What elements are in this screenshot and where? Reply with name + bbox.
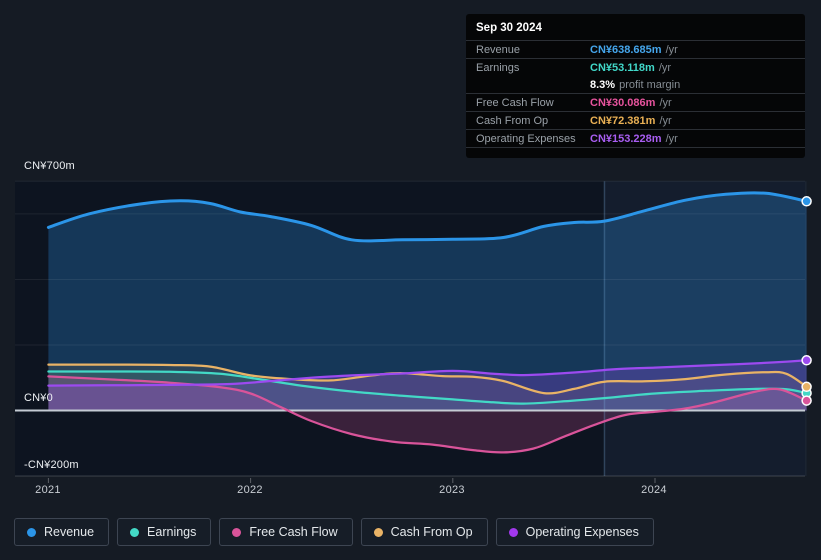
tooltip-suffix: /yr (659, 96, 672, 109)
highlight-band (604, 181, 807, 476)
free-cash-flow-series-dot-icon (232, 527, 242, 537)
legend-label: Revenue (44, 525, 95, 539)
legend-item-free-cash-flow[interactable]: Free Cash Flow (219, 518, 353, 546)
legend-item-operating-expenses[interactable]: Operating Expenses (495, 518, 654, 546)
tooltip-value: CN¥72.381m (590, 114, 656, 127)
plot-background (15, 181, 805, 476)
line-operating-expenses (47, 359, 808, 387)
line-cash-from-op (47, 363, 808, 395)
legend-item-cash-from-op[interactable]: Cash From Op (360, 518, 488, 546)
tooltip-label: Earnings (476, 61, 520, 74)
x-axis-label-2022: 2022 (237, 484, 263, 496)
tooltip-row-revenue: Revenue CN¥638.685m /yr (466, 41, 805, 59)
revenue-series-dot-icon (27, 527, 36, 537)
legend-label: Free Cash Flow (249, 525, 338, 539)
tooltip-value: CN¥153.228m (590, 132, 662, 145)
cash-from-op-series-dot-icon (373, 527, 383, 537)
tooltip-value: 8.3% (590, 78, 616, 91)
end-dot-free-cash-flow (801, 395, 812, 406)
y-axis-label-zero: CN¥0 (24, 392, 53, 404)
chart-legend: Revenue Earnings Free Cash Flow Cash Fro… (14, 518, 654, 546)
tooltip-value: CN¥53.118m (590, 61, 655, 74)
y-axis-label-neg200m: -CN¥200m (24, 459, 79, 471)
legend-item-revenue[interactable]: Revenue (14, 518, 110, 546)
tooltip-row-cash-from-op: Cash From Op CN¥72.381m /yr (466, 112, 805, 130)
tooltip-suffix: profit margin (619, 78, 681, 91)
tooltip-label: Free Cash Flow (476, 96, 554, 109)
legend-label: Operating Expenses (525, 525, 639, 539)
tooltip-label: Operating Expenses (476, 132, 576, 145)
tooltip-suffix: /yr (665, 43, 678, 56)
operating-expenses-series-dot-icon (508, 527, 518, 537)
end-dot-revenue (801, 196, 812, 207)
line-revenue (46, 191, 809, 243)
tooltip-suffix: /yr (658, 61, 672, 74)
area-free-cash-flow (48, 376, 807, 453)
tooltip-row-operating-expenses: Operating Expenses CN¥153.228m /yr (466, 130, 805, 148)
tooltip-date: Sep 30 2024 (466, 14, 805, 41)
area-earnings (48, 371, 807, 411)
legend-label: Earnings (147, 525, 197, 539)
line-earnings (47, 370, 808, 405)
earnings-series-dot-icon (130, 527, 140, 537)
legend-item-earnings[interactable]: Earnings (117, 518, 212, 546)
tooltip-value: CN¥30.086m (590, 96, 656, 109)
x-axis-label-2023: 2023 (439, 484, 465, 496)
legend-label: Cash From Op (390, 525, 473, 539)
x-axis-label-2021: 2021 (35, 484, 61, 496)
end-dot-cash-from-op (801, 381, 812, 393)
chart-tooltip: Sep 30 2024 Revenue CN¥638.685m /yr Earn… (466, 14, 805, 158)
y-axis-label-700m: CN¥700m (24, 160, 75, 172)
tooltip-row-free-cash-flow: Free Cash Flow CN¥30.086m /yr (466, 94, 805, 112)
tooltip-value: CN¥638.685m (590, 43, 662, 56)
tooltip-suffix: /yr (659, 114, 672, 127)
x-axis-label-2024: 2024 (641, 484, 667, 496)
tooltip-row-earnings: Earnings CN¥53.118m /yr (466, 59, 805, 76)
tooltip-label: Cash From Op (476, 114, 549, 127)
area-revenue (48, 192, 807, 411)
tooltip-row-profit-margin: 8.3% profit margin (466, 76, 805, 94)
tooltip-label: Revenue (476, 43, 521, 56)
end-dot-operating-expenses (801, 355, 812, 366)
line-free-cash-flow (47, 375, 808, 454)
tooltip-suffix: /yr (665, 132, 678, 145)
